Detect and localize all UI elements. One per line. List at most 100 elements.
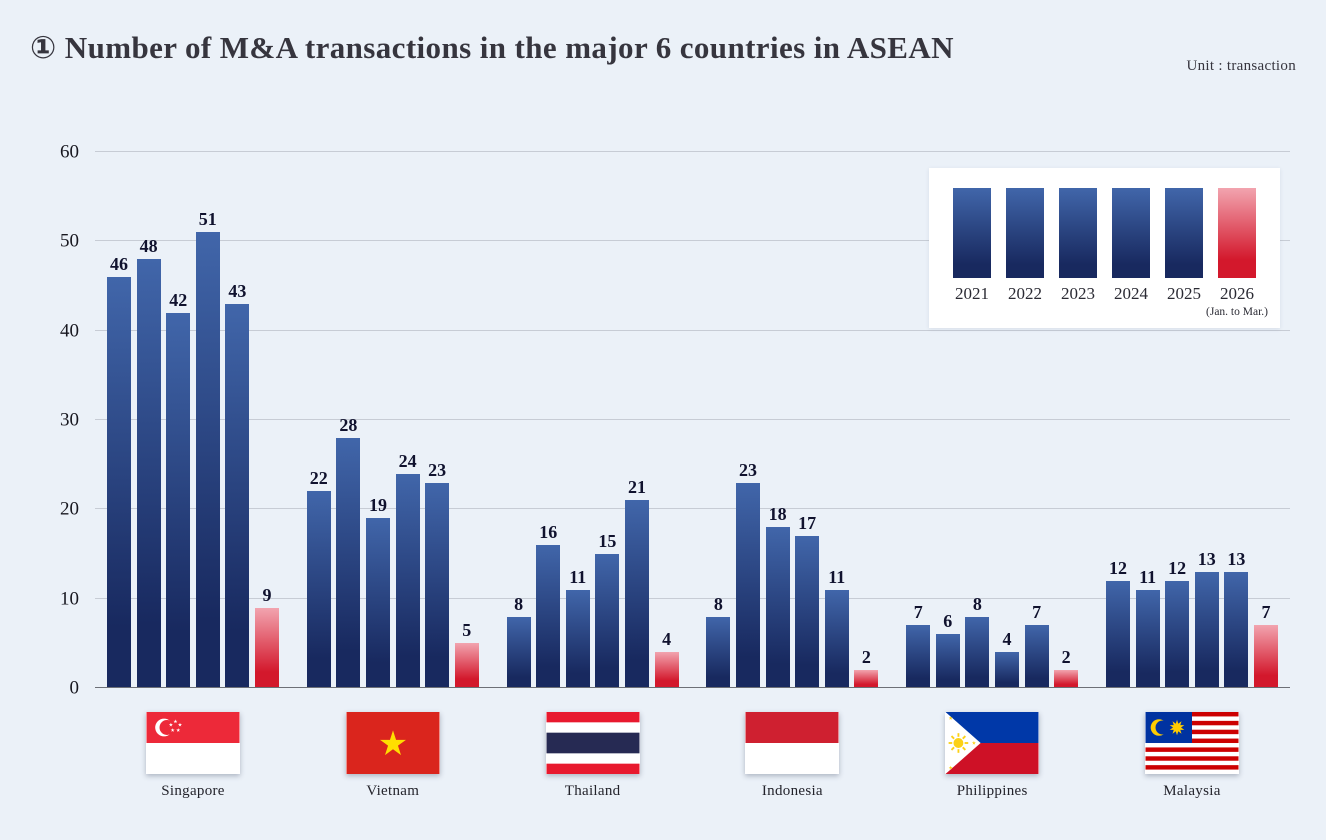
bar-cell-singapore-2024: 51: [195, 152, 220, 688]
y-axis-tick-60: 60: [60, 141, 79, 163]
bar-cell-thailand-2023: 11: [565, 152, 590, 688]
flag-cell-malaysia: Malaysia: [1106, 712, 1278, 800]
bar-cell-malaysia-2022: 11: [1135, 152, 1160, 688]
legend-swatch-2025: [1165, 188, 1203, 278]
bar-cell-singapore-2026: 9: [254, 152, 279, 688]
legend-item-2026: 2026 (Jan. to Mar.): [1206, 188, 1268, 318]
bar-vietnam-2022: [336, 437, 361, 688]
bar-singapore-2022: [136, 259, 161, 688]
country-label: Vietnam: [366, 783, 420, 799]
bar-indonesia-2025: [824, 589, 849, 688]
malaysia-flag-icon: [1144, 712, 1239, 774]
bar-value-label: 23: [428, 459, 447, 480]
country-label: Malaysia: [1163, 783, 1221, 799]
legend-item-2022: 2022: [1006, 188, 1044, 318]
flag-cell-thailand: Thailand: [507, 712, 679, 800]
bar-vietnam-2023: [365, 518, 390, 688]
bar-value-label: 18: [768, 504, 787, 525]
bar-philippines-2026: [1054, 670, 1079, 688]
bar-vietnam-2026: [454, 643, 479, 688]
gridline-20: [95, 508, 1290, 510]
bar-value-label: 12: [1168, 557, 1187, 578]
chart-plot-area: 46 48 42 51 43 9 22 28 19 24 23 5 8 16 11 15 21 4 8 23 18 17 1…: [60, 143, 1290, 698]
bar-philippines-2024: [994, 652, 1019, 688]
legend-year-label: 2022: [1008, 284, 1042, 303]
bar-vietnam-2021: [306, 491, 331, 688]
country-label: Singapore: [161, 783, 225, 799]
bar-cell-thailand-2026: 4: [654, 152, 679, 688]
legend-swatch-2021: [953, 188, 991, 278]
bar-thailand-2025: [624, 500, 649, 688]
bar-thailand-2021: [506, 616, 531, 688]
bar-value-label: 2: [1061, 647, 1071, 668]
vietnam-flag-icon: [345, 712, 440, 774]
bar-value-label: 8: [713, 593, 723, 614]
bar-singapore-2021: [107, 277, 131, 688]
legend: 2021 2022 2023 2024 2025 2026 (Jan. to Mar.): [929, 168, 1280, 328]
y-axis-tick-30: 30: [60, 409, 79, 431]
bar-vietnam-2025: [425, 482, 450, 688]
bar-singapore-2026: [254, 607, 279, 688]
bar-indonesia-2023: [765, 527, 790, 688]
bar-thailand-2026: [654, 652, 679, 688]
unit-label: Unit : transaction: [1186, 58, 1296, 74]
flag-cell-singapore: Singapore: [107, 712, 279, 800]
bar-value-label: 24: [398, 450, 417, 471]
bar-cell-philippines-2025: 7: [1024, 152, 1049, 688]
indonesia-flag-icon: [745, 712, 840, 774]
gridline-60: [95, 151, 1290, 152]
bar-cell-thailand-2021: 8: [506, 152, 531, 688]
bar-cell-vietnam-2025: 23: [425, 152, 450, 688]
country-label: Thailand: [564, 783, 621, 799]
bar-value-label: 7: [1032, 602, 1042, 623]
legend-item-2023: 2023: [1059, 188, 1097, 318]
bar-value-label: 11: [828, 566, 846, 587]
bar-value-label: 28: [339, 414, 358, 435]
bar-cell-indonesia-2023: 18: [765, 152, 790, 688]
legend-year-label: 2025: [1167, 284, 1201, 303]
legend-year-label: 2026: [1220, 284, 1254, 303]
page-title: ① Number of M&A transactions in the majo…: [30, 30, 954, 65]
bar-thailand-2024: [595, 554, 620, 688]
bar-cell-malaysia-2024: 13: [1194, 152, 1219, 688]
bar-cell-indonesia-2026: 2: [854, 152, 879, 688]
bar-value-label: 13: [1227, 548, 1246, 569]
legend-item-2021: 2021: [953, 188, 991, 318]
bar-indonesia-2026: [854, 670, 879, 688]
bar-value-label: 23: [738, 459, 757, 480]
bar-vietnam-2024: [395, 473, 420, 688]
bar-philippines-2021: [906, 625, 931, 688]
bar-value-label: 11: [569, 566, 587, 587]
bar-philippines-2025: [1024, 625, 1049, 688]
flag-cell-indonesia: Indonesia: [706, 712, 878, 800]
y-axis-tick-40: 40: [60, 320, 79, 342]
bar-value-label: 17: [798, 513, 817, 534]
singapore-flag-icon: [146, 712, 240, 774]
bar-cell-vietnam-2021: 22: [306, 152, 331, 688]
bar-value-label: 9: [262, 584, 272, 605]
bar-cell-philippines-2026: 2: [1054, 152, 1079, 688]
legend-year-label: 2023: [1061, 284, 1095, 303]
bar-cell-singapore-2025: 43: [225, 152, 250, 688]
bar-thailand-2022: [536, 545, 561, 688]
bar-group-thailand: 8 16 11 15 21 4: [506, 152, 679, 688]
bar-value-label: 8: [972, 593, 982, 614]
gridline-50: [95, 240, 1290, 242]
flag-cell-vietnam: Vietnam: [307, 712, 479, 800]
legend-note: (Jan. to Mar.): [1206, 305, 1268, 318]
bar-cell-philippines-2021: 7: [906, 152, 931, 688]
bar-value-label: 8: [514, 593, 524, 614]
y-axis-tick-0: 0: [69, 677, 80, 699]
bar-cell-malaysia-2025: 13: [1224, 152, 1249, 688]
bar-value-label: 2: [861, 647, 871, 668]
bar-value-label: 13: [1197, 548, 1216, 569]
bar-indonesia-2022: [735, 482, 760, 688]
bar-malaysia-2022: [1135, 589, 1160, 688]
bar-cell-vietnam-2026: 5: [454, 152, 479, 688]
bar-value-label: 21: [627, 477, 646, 498]
bar-value-label: 15: [598, 531, 617, 551]
bar-thailand-2023: [565, 589, 590, 688]
gridline-0: [95, 687, 1290, 688]
